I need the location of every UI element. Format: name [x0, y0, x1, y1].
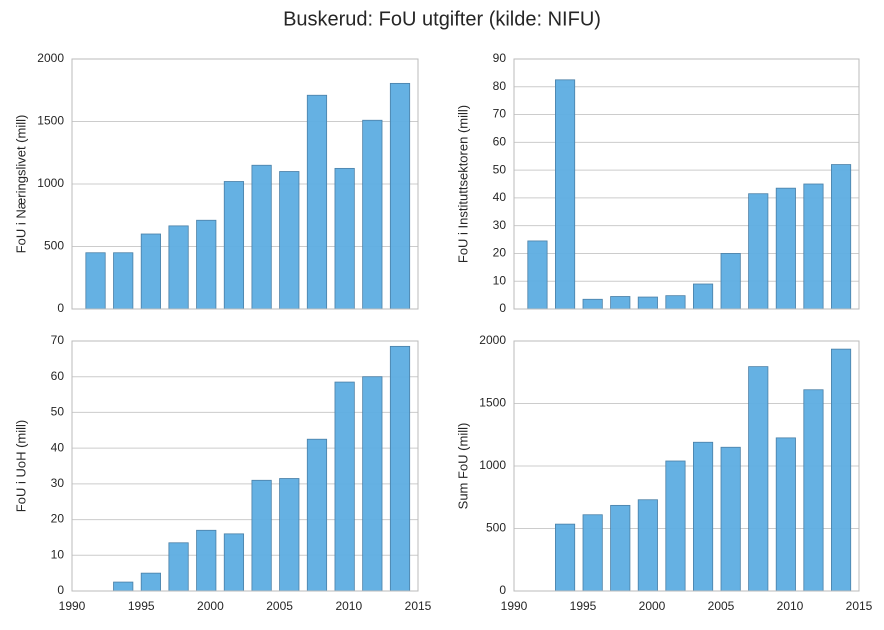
y-tick-label: 1000 [479, 458, 506, 472]
bar [527, 240, 548, 310]
bar [610, 296, 631, 310]
y-tick-label: 10 [493, 273, 507, 287]
plot-frame [513, 58, 860, 310]
bar [775, 187, 796, 310]
x-tick-label: 1990 [59, 599, 86, 613]
bar [555, 79, 576, 310]
bar [279, 171, 300, 310]
bar [279, 478, 300, 592]
bar [720, 253, 741, 310]
bar [223, 181, 245, 310]
bar [168, 225, 189, 310]
bar [140, 572, 161, 592]
bar [140, 233, 161, 310]
x-tick-label: 1995 [128, 599, 155, 613]
bar [582, 298, 603, 310]
x-tick-label: 2010 [335, 599, 362, 613]
x-tick-label: 1995 [570, 599, 597, 613]
y-axis-label: FoU i Instituttsektoren (mill) [455, 105, 470, 263]
y-tick-label: 50 [51, 405, 65, 419]
y-axis-label: Sum FoU (mill) [455, 423, 470, 510]
bar [334, 167, 355, 310]
y-axis-label: FoU i UoH (mill) [13, 420, 28, 512]
x-tick-label: 2015 [846, 599, 873, 613]
bar [693, 283, 714, 310]
y-tick-label: 80 [493, 79, 507, 93]
bar [196, 219, 217, 310]
bar [113, 252, 134, 310]
y-tick-label: 20 [493, 246, 507, 260]
y-tick-label: 1500 [37, 114, 64, 128]
bar [803, 389, 824, 592]
bar [196, 529, 217, 592]
bar [748, 366, 769, 592]
bar [665, 460, 686, 592]
x-tick-label: 1990 [501, 599, 528, 613]
bar [637, 296, 658, 310]
y-tick-label: 0 [499, 583, 506, 597]
bar [582, 514, 603, 592]
bar [637, 499, 658, 592]
bar [389, 82, 411, 310]
bar [306, 438, 328, 592]
x-tick-label: 2010 [777, 599, 804, 613]
bar [306, 94, 328, 310]
y-tick-label: 1500 [479, 396, 506, 410]
y-tick-label: 30 [493, 218, 507, 232]
x-tick-label: 2000 [197, 599, 224, 613]
plot-frame [71, 58, 419, 310]
y-tick-label: 10 [51, 547, 65, 561]
x-tick-label: 2005 [708, 599, 735, 613]
y-tick-label: 0 [57, 583, 64, 597]
y-tick-label: 2000 [37, 51, 64, 65]
y-tick-label: 60 [51, 369, 65, 383]
y-tick-label: 70 [493, 107, 507, 121]
y-tick-label: 60 [493, 135, 507, 149]
bar [803, 183, 824, 310]
bar [85, 252, 106, 310]
bar [720, 446, 741, 592]
figure-title: Buskerud: FoU utgifter (kilde: NIFU) [283, 8, 601, 30]
y-tick-label: 90 [493, 51, 507, 65]
y-tick-label: 0 [57, 301, 64, 315]
y-tick-label: 40 [51, 440, 65, 454]
bar [610, 504, 631, 592]
bar [113, 581, 134, 592]
bar [389, 345, 411, 592]
y-tick-label: 0 [499, 301, 506, 315]
bar [251, 164, 272, 310]
y-tick-label: 1000 [37, 176, 64, 190]
bar [251, 479, 272, 592]
bar [665, 295, 686, 310]
y-tick-label: 500 [44, 239, 64, 253]
bar [555, 523, 576, 592]
bar [831, 164, 852, 310]
y-tick-label: 70 [51, 333, 65, 347]
x-tick-label: 2000 [639, 599, 666, 613]
bar [362, 376, 383, 592]
bar [168, 542, 189, 592]
y-tick-label: 2000 [479, 333, 506, 347]
bar [334, 381, 355, 592]
bar [223, 533, 245, 592]
plot-frame [71, 340, 419, 592]
y-tick-label: 30 [51, 476, 65, 490]
bar [693, 441, 714, 592]
x-tick-label: 2005 [266, 599, 293, 613]
y-tick-label: 500 [486, 521, 506, 535]
bar [831, 348, 852, 592]
bar [362, 119, 383, 310]
bar [748, 193, 769, 310]
y-tick-label: 40 [493, 190, 507, 204]
y-axis-label: FoU i Næringslivet (mill) [13, 115, 28, 254]
y-tick-label: 20 [51, 512, 65, 526]
x-tick-label: 2015 [405, 599, 432, 613]
bar [775, 437, 796, 592]
plot-frame [513, 340, 860, 592]
y-tick-label: 50 [493, 162, 507, 176]
